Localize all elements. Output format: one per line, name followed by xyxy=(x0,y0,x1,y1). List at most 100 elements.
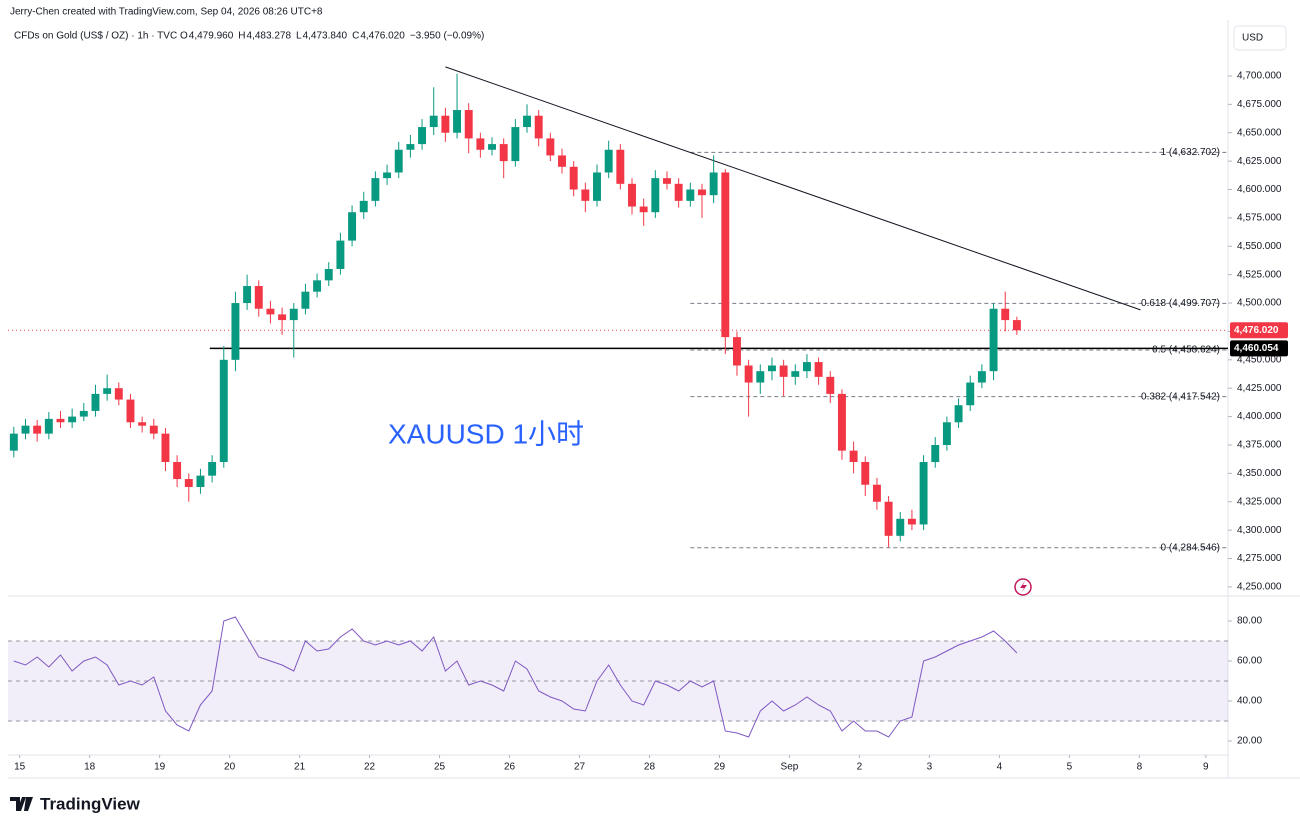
candle-body xyxy=(453,110,462,133)
candle-body xyxy=(254,286,263,309)
x-tick-label: 29 xyxy=(714,762,726,773)
candle-body xyxy=(313,280,322,292)
candle-body xyxy=(103,388,112,394)
y-tick-label: 4,350.000 xyxy=(1237,468,1282,479)
candle-body xyxy=(79,410,88,417)
logo-mark[interactable] xyxy=(10,797,33,811)
lightning-icon[interactable] xyxy=(1014,578,1032,596)
candle-body xyxy=(511,127,520,162)
candle-body xyxy=(534,115,543,139)
candle-body xyxy=(126,399,135,423)
brand[interactable]: TradingView xyxy=(40,794,141,813)
candle-body xyxy=(523,115,531,128)
rsi-line xyxy=(13,616,1018,738)
candle-body xyxy=(837,393,846,451)
candle-body xyxy=(231,303,240,360)
x-tick-label: 3 xyxy=(927,762,933,773)
legend-value: 4,476.020 xyxy=(360,31,405,42)
y-tick-label: 4,425.000 xyxy=(1237,383,1282,394)
candle-body xyxy=(558,155,566,167)
x-tick-label: 8 xyxy=(1137,762,1143,773)
candle-body xyxy=(173,462,182,480)
candle-body xyxy=(161,433,170,463)
candle-body xyxy=(569,166,578,190)
candle-body xyxy=(348,212,357,241)
candle-body xyxy=(383,172,392,179)
candle-body xyxy=(208,462,217,476)
legend-values: O 4,479.960 H 4,483.278 L 4,473.840 C 4,476.020… xyxy=(180,31,484,42)
x-tick-label: 5 xyxy=(1067,762,1073,773)
candle-body xyxy=(942,422,951,445)
x-tick-label: 22 xyxy=(364,762,376,773)
watermark: XAUUSD 1小时 xyxy=(388,418,584,449)
y-tick-label: 4,650.000 xyxy=(1237,127,1282,138)
y-tick-label: 4,675.000 xyxy=(1237,99,1282,110)
candle-body xyxy=(698,189,706,196)
rsi-y-tick-label: 80.00 xyxy=(1237,616,1262,627)
candle-body xyxy=(68,416,77,423)
icon-bolt[interactable] xyxy=(1020,581,1027,593)
rsi-y-tick-label: 20.00 xyxy=(1237,736,1262,747)
candle-body xyxy=(767,365,776,372)
candle-body xyxy=(966,382,975,406)
candle-body xyxy=(324,268,333,281)
candle-body xyxy=(931,444,940,463)
candle-body xyxy=(1001,308,1010,321)
legend-label: C xyxy=(352,31,359,42)
hline-price-label: 4,460.054 xyxy=(1234,343,1279,354)
candle-body xyxy=(464,110,473,139)
trendline xyxy=(445,66,1141,311)
candle-body xyxy=(359,200,368,213)
candle-body xyxy=(44,418,53,434)
y-tick-label: 4,275.000 xyxy=(1237,553,1282,564)
candle-body xyxy=(9,433,18,451)
candle-body xyxy=(371,178,380,201)
fib-label: 0.5 (4,458.624) xyxy=(1152,345,1220,356)
candle-body xyxy=(686,189,695,201)
symbol: CFDs on Gold (US$ / OZ) · 1h · TVC xyxy=(14,31,177,42)
candle-body xyxy=(791,371,800,377)
candle-body xyxy=(1012,320,1021,331)
legend-label: O xyxy=(180,31,188,42)
candle-body xyxy=(802,362,811,372)
last-price-label: 4,476.020 xyxy=(1234,325,1279,336)
candle-body xyxy=(488,144,496,150)
candle-body xyxy=(814,362,823,377)
candle-body xyxy=(954,405,963,423)
candle-body xyxy=(219,359,228,463)
fib-label: 0 (4,284.546) xyxy=(1161,542,1221,553)
legend-change: −3.950 (−0.09%) xyxy=(410,31,485,42)
candle-body xyxy=(709,172,718,196)
y-tick-label: 4,250.000 xyxy=(1237,582,1282,593)
candle-body xyxy=(733,337,741,366)
logo[interactable]: TradingView xyxy=(10,794,141,813)
legend-label: H xyxy=(238,31,245,42)
candle-body xyxy=(441,115,450,133)
x-tick-label: 26 xyxy=(504,762,516,773)
y-tick-label: 4,625.000 xyxy=(1237,156,1282,167)
rsi-y-tick-label: 40.00 xyxy=(1237,696,1262,707)
y-tick-label: 4,600.000 xyxy=(1237,184,1282,195)
candle-body xyxy=(674,183,683,201)
x-tick-label: 20 xyxy=(224,762,236,773)
y-tick-label: 4,700.000 xyxy=(1237,71,1282,82)
title: Jerry-Chen created with TradingView.com,… xyxy=(10,7,323,18)
candle-body xyxy=(546,138,555,156)
candle-body xyxy=(989,308,998,372)
currency-button[interactable] xyxy=(1233,25,1287,51)
y-tick-label: 4,500.000 xyxy=(1237,298,1282,309)
candle-body xyxy=(628,183,636,207)
candle-body xyxy=(21,425,30,434)
candle-body xyxy=(826,376,835,394)
x-tick-label: 28 xyxy=(644,762,656,773)
candle-body xyxy=(581,189,590,201)
y-tick-label: 4,450.000 xyxy=(1237,354,1282,365)
last-price-box xyxy=(1230,322,1288,339)
currency[interactable]: USD xyxy=(1242,33,1263,44)
x-tick-label: 9 xyxy=(1203,762,1209,773)
candle-body xyxy=(499,144,508,162)
candle-body xyxy=(196,475,205,487)
fib-label: 0.382 (4,417.542) xyxy=(1141,391,1220,402)
candle-body xyxy=(278,314,287,321)
